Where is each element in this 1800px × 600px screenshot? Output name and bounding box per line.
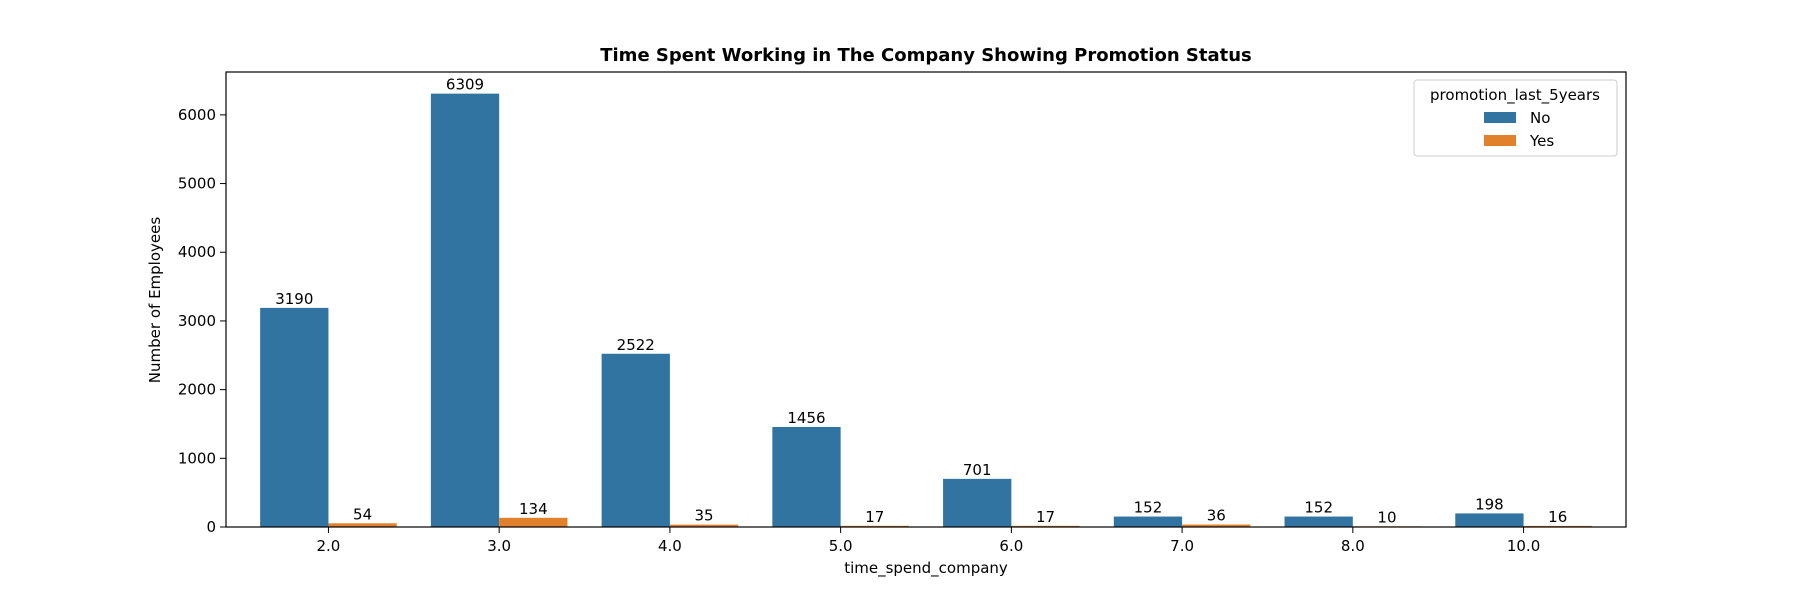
legend-title: promotion_last_5years: [1430, 86, 1600, 105]
bars-group: [260, 93, 1592, 527]
y-tick-label: 2000: [178, 381, 216, 399]
data-label-no-3.0: 6309: [446, 76, 484, 94]
y-axis-title: Number of Employees: [146, 217, 164, 384]
bar-no-10.0: [1455, 513, 1524, 527]
x-tick-label: 6.0: [999, 537, 1023, 555]
bar-labels-group: 3190 6309 2522 1456 701 152 152 198 54 134 35 17 17 3…: [275, 76, 1567, 527]
bar-no-5.0: [772, 426, 841, 527]
data-label-yes-6.0: 17: [1036, 508, 1055, 526]
bar-yes-3.0: [499, 517, 568, 527]
bar-no-4.0: [601, 353, 670, 527]
legend-swatch-no: [1484, 112, 1516, 123]
x-axis: 2.0 3.0 4.0 5.0 6.0 7.0 8.0 10.0: [317, 527, 1540, 555]
y-tick-label: 0: [206, 518, 216, 536]
y-tick-label: 4000: [178, 243, 216, 261]
legend-swatch-yes: [1484, 135, 1516, 146]
plot-frame: [225, 71, 1627, 528]
legend-items: No Yes: [1484, 109, 1554, 150]
y-tick-label: 6000: [178, 106, 216, 124]
data-label-yes-5.0: 17: [865, 508, 884, 526]
data-label-no-8.0: 152: [1304, 499, 1333, 517]
data-label-yes-8.0: 10: [1377, 508, 1396, 526]
data-label-no-6.0: 701: [963, 461, 992, 479]
legend-label-no: No: [1530, 109, 1550, 127]
data-label-yes-3.0: 134: [519, 500, 548, 518]
bar-yes-4.0: [669, 524, 739, 527]
data-label-yes-7.0: 36: [1207, 507, 1226, 525]
bar-no-8.0: [1284, 516, 1353, 527]
y-axis: 0 1000 2000 3000 4000 5000 6000: [178, 106, 226, 536]
x-tick-label: 2.0: [317, 537, 341, 555]
y-tick-label: 3000: [178, 312, 216, 330]
x-tick-label: 3.0: [487, 537, 511, 555]
legend: promotion_last_5years No Yes: [1413, 79, 1618, 157]
data-label-no-2.0: 3190: [275, 290, 313, 308]
x-tick-label: 5.0: [829, 537, 853, 555]
data-label-no-10.0: 198: [1475, 495, 1504, 513]
x-tick-label: 10.0: [1507, 537, 1540, 555]
y-tick-label: 1000: [178, 449, 216, 467]
x-axis-title: time_spend_company: [844, 559, 1008, 578]
x-tick-label: 8.0: [1341, 537, 1365, 555]
legend-label-yes: Yes: [1529, 132, 1554, 150]
data-label-no-5.0: 1456: [787, 409, 825, 427]
data-label-no-7.0: 152: [1134, 499, 1163, 517]
y-tick-label: 5000: [178, 175, 216, 193]
chart-title: Time Spent Working in The Company Showin…: [600, 45, 1252, 66]
x-tick-label: 7.0: [1170, 537, 1194, 555]
data-label-yes-10.0: 16: [1548, 508, 1567, 526]
x-tick-label: 4.0: [658, 537, 682, 555]
bar-yes-7.0: [1182, 524, 1251, 527]
bar-no-3.0: [430, 93, 500, 527]
data-label-yes-2.0: 54: [353, 505, 372, 523]
bar-yes-2.0: [328, 523, 397, 527]
bar-no-7.0: [1113, 516, 1183, 527]
bar-no-2.0: [260, 307, 329, 527]
bar-no-6.0: [943, 478, 1012, 527]
data-label-no-4.0: 2522: [617, 336, 655, 354]
data-label-yes-4.0: 35: [695, 507, 714, 525]
